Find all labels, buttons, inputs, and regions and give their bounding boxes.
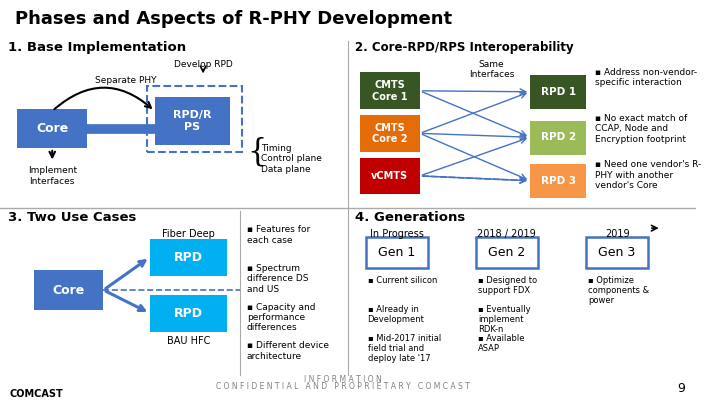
Text: 9: 9 [677, 382, 685, 395]
Text: I N F O R M A T I O N: I N F O R M A T I O N [305, 375, 382, 384]
FancyBboxPatch shape [360, 115, 420, 152]
FancyBboxPatch shape [530, 121, 586, 155]
FancyBboxPatch shape [530, 164, 586, 198]
Text: RPD: RPD [174, 251, 203, 264]
Text: CMTS
Core 2: CMTS Core 2 [372, 123, 408, 144]
Text: ▪ Optimize
components &
power: ▪ Optimize components & power [588, 275, 649, 305]
Text: ▪ Address non-vendor-
specific interaction: ▪ Address non-vendor- specific interacti… [595, 68, 697, 87]
Text: CMTS
Core 1: CMTS Core 1 [372, 80, 408, 102]
FancyBboxPatch shape [476, 237, 538, 268]
Text: Separate PHY: Separate PHY [95, 76, 156, 85]
Text: Phases and Aspects of R-PHY Development: Phases and Aspects of R-PHY Development [14, 10, 451, 28]
Text: RPD/R
PS: RPD/R PS [174, 110, 212, 132]
Text: ▪ Features for
each case: ▪ Features for each case [247, 225, 310, 245]
Text: ▪ Designed to
support FDX: ▪ Designed to support FDX [478, 275, 537, 295]
Text: ▪ Mid-2017 initial
field trial and
deploy late '17: ▪ Mid-2017 initial field trial and deplo… [367, 334, 441, 363]
Text: 2018 / 2019: 2018 / 2019 [477, 229, 536, 239]
Text: C O N F I D E N T I A L   A N D   P R O P R I E T A R Y   C O M C A S T: C O N F I D E N T I A L A N D P R O P R … [217, 382, 470, 391]
Text: Fiber Deep: Fiber Deep [162, 229, 215, 239]
Text: RPD 2: RPD 2 [541, 132, 576, 142]
Text: RPD: RPD [174, 307, 203, 320]
Text: ▪ Available
ASAP: ▪ Available ASAP [478, 334, 524, 353]
FancyBboxPatch shape [360, 72, 420, 109]
Text: Core: Core [53, 284, 85, 296]
Text: 2. Core-RPD/RPS Interoperability: 2. Core-RPD/RPS Interoperability [355, 41, 574, 54]
Text: ▪ Current silicon: ▪ Current silicon [367, 275, 437, 285]
Text: Develop RPD: Develop RPD [174, 60, 233, 69]
FancyBboxPatch shape [586, 237, 648, 268]
Text: ▪ Capacity and
performance
differences: ▪ Capacity and performance differences [247, 303, 315, 333]
Text: Timing
Control plane
Data plane: Timing Control plane Data plane [261, 144, 322, 174]
Text: {: { [248, 136, 267, 167]
FancyBboxPatch shape [150, 295, 228, 332]
Text: vCMTS: vCMTS [372, 171, 408, 181]
Text: COMCAST: COMCAST [9, 389, 63, 399]
FancyBboxPatch shape [155, 97, 230, 145]
Text: Gen 1: Gen 1 [378, 246, 415, 259]
Text: BAU HFC: BAU HFC [167, 337, 210, 346]
Text: ▪ Different device
architecture: ▪ Different device architecture [247, 341, 328, 361]
FancyBboxPatch shape [366, 237, 428, 268]
Text: ▪ Eventually
implement
RDK-n: ▪ Eventually implement RDK-n [478, 305, 531, 335]
Text: ▪ Already in
Development: ▪ Already in Development [367, 305, 424, 324]
Text: Same
Interfaces: Same Interfaces [469, 60, 514, 79]
Text: 4. Generations: 4. Generations [355, 211, 465, 224]
Text: Implement
Interfaces: Implement Interfaces [27, 166, 77, 185]
FancyBboxPatch shape [34, 270, 104, 310]
Text: 1. Base Implementation: 1. Base Implementation [8, 41, 186, 54]
FancyBboxPatch shape [17, 109, 87, 148]
Text: 3. Two Use Cases: 3. Two Use Cases [8, 211, 136, 224]
Text: RPD 3: RPD 3 [541, 176, 576, 186]
Text: Gen 2: Gen 2 [488, 246, 526, 259]
FancyBboxPatch shape [360, 158, 420, 194]
Text: ▪ Spectrum
difference DS
and US: ▪ Spectrum difference DS and US [247, 264, 308, 294]
Text: Core: Core [36, 122, 68, 135]
Text: Gen 3: Gen 3 [598, 246, 636, 259]
FancyBboxPatch shape [530, 75, 586, 109]
FancyBboxPatch shape [150, 239, 228, 275]
Text: 2019: 2019 [605, 229, 629, 239]
Text: In Progress: In Progress [369, 229, 423, 239]
Text: ▪ Need one vendor's R-
PHY with another
vendor's Core: ▪ Need one vendor's R- PHY with another … [595, 160, 701, 190]
Text: RPD 1: RPD 1 [541, 87, 576, 97]
Text: ▪ No exact match of
CCAP, Node and
Encryption footprint: ▪ No exact match of CCAP, Node and Encry… [595, 114, 687, 144]
